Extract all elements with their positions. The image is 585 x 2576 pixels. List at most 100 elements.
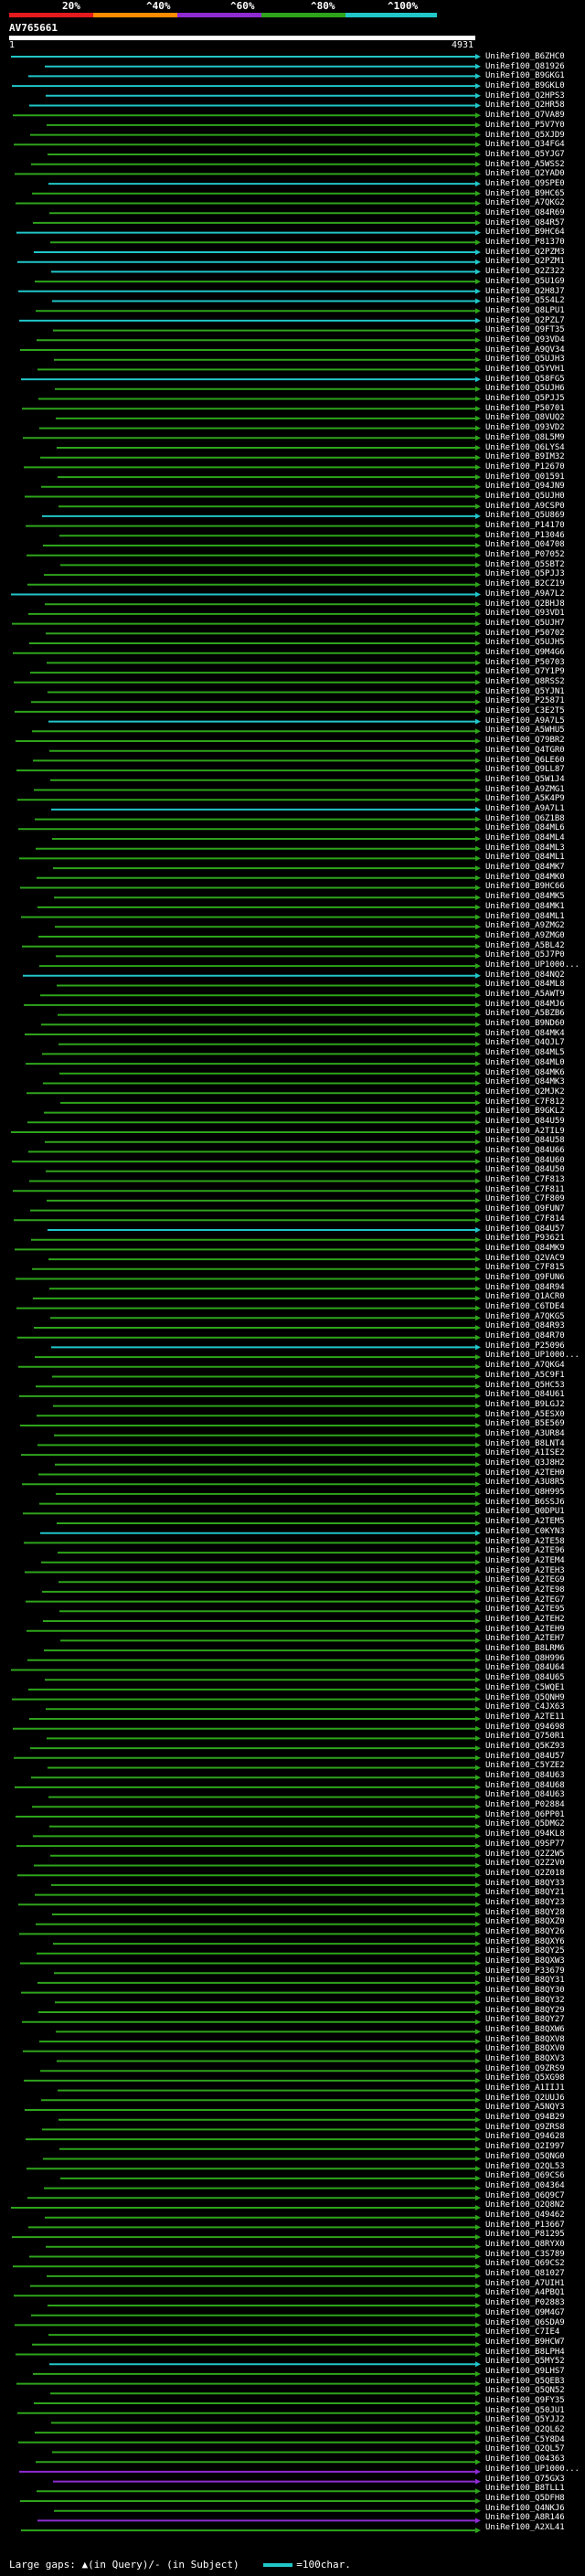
hit-label[interactable]: UniRef100_Q04708 (485, 540, 565, 550)
hit-label[interactable]: UniRef100_B9HC66 (485, 882, 565, 892)
hit-label[interactable]: UniRef100_A2TEG7 (485, 1595, 565, 1605)
hit-label[interactable]: UniRef100_A2TEM5 (485, 1517, 565, 1527)
hit-label[interactable]: UniRef100_A5NQY3 (485, 2103, 565, 2113)
hit-label[interactable]: UniRef100_Q93VD4 (485, 334, 565, 345)
hit-label[interactable]: UniRef100_Q94KL8 (485, 1829, 565, 1839)
hit-label[interactable]: UniRef100_Q84ML5 (485, 1048, 565, 1058)
hit-label[interactable]: UniRef100_C7F809 (485, 1194, 565, 1204)
hit-label[interactable]: UniRef100_Q6SDA9 (485, 2317, 565, 2327)
hit-label[interactable]: UniRef100_Q2QL57 (485, 2444, 565, 2454)
hit-label[interactable]: UniRef100_Q8RYX0 (485, 2240, 565, 2249)
hit-label[interactable]: UniRef100_C5WQE1 (485, 1682, 565, 1692)
hit-label[interactable]: UniRef100_Q94698 (485, 1722, 565, 1732)
hit-label[interactable]: UniRef100_A7QKG5 (485, 1311, 565, 1321)
hit-label[interactable]: UniRef100_Q4QJL7 (485, 1038, 565, 1048)
hit-label[interactable]: UniRef100_Q84ML0 (485, 1057, 565, 1067)
hit-label[interactable]: UniRef100_Q9LHS7 (485, 2366, 565, 2376)
hit-label[interactable]: UniRef100_B9HC65 (485, 188, 565, 198)
hit-label[interactable]: UniRef100_Q2QL53 (485, 2161, 565, 2171)
hit-label[interactable]: UniRef100_A1IIJ1 (485, 2083, 565, 2093)
hit-label[interactable]: UniRef100_Q2YAD0 (485, 169, 565, 179)
hit-label[interactable]: UniRef100_Q6LE60 (485, 755, 565, 765)
hit-label[interactable]: UniRef100_Q5DMG2 (485, 1819, 565, 1829)
hit-label[interactable]: UniRef100_P02884 (485, 1800, 565, 1810)
hit-label[interactable]: UniRef100_A9A7L5 (485, 716, 565, 726)
hit-label[interactable]: UniRef100_Q5W1J4 (485, 774, 565, 784)
hit-label[interactable]: UniRef100_Q5MY52 (485, 2357, 565, 2367)
hit-label[interactable]: UniRef100_Q5YJN1 (485, 686, 565, 696)
hit-label[interactable]: UniRef100_A5WHU5 (485, 726, 565, 736)
hit-label[interactable]: UniRef100_Q2Z2W5 (485, 1849, 565, 1859)
hit-label[interactable]: UniRef100_Q9LL87 (485, 765, 565, 775)
hit-label[interactable]: UniRef100_Q5SBT2 (485, 559, 565, 569)
hit-label[interactable]: UniRef100_A2XL41 (485, 2522, 565, 2532)
hit-label[interactable]: UniRef100_A1ISE2 (485, 1448, 565, 1458)
hit-label[interactable]: UniRef100_A7UIH1 (485, 2278, 565, 2288)
hit-label[interactable]: UniRef100_A9ZMG0 (485, 930, 565, 940)
hit-label[interactable]: UniRef100_B8TLL1 (485, 2484, 565, 2494)
hit-label[interactable]: UniRef100_Q75GX3 (485, 2474, 565, 2484)
hit-label[interactable]: UniRef100_P50701 (485, 403, 565, 413)
hit-label[interactable]: UniRef100_B8QXZ0 (485, 1917, 565, 1927)
hit-label[interactable]: UniRef100_Q84MK0 (485, 872, 565, 882)
hit-label[interactable]: UniRef100_Q84U68 (485, 1780, 565, 1790)
hit-label[interactable]: UniRef100_A2TE95 (485, 1605, 565, 1615)
hit-label[interactable]: UniRef100_B5E569 (485, 1419, 565, 1429)
hit-label[interactable]: UniRef100_Q79BR2 (485, 736, 565, 746)
hit-label[interactable]: UniRef100_Q81027 (485, 2269, 565, 2279)
hit-label[interactable]: UniRef100_A5ESX0 (485, 1409, 565, 1419)
hit-label[interactable]: UniRef100_Q0DPU1 (485, 1507, 565, 1517)
hit-label[interactable]: UniRef100_Q5DFH8 (485, 2493, 565, 2503)
hit-label[interactable]: UniRef100_A9A7L2 (485, 588, 565, 599)
hit-label[interactable]: UniRef100_C7F815 (485, 1263, 565, 1273)
hit-label[interactable]: UniRef100_A5AWT9 (485, 990, 565, 999)
hit-label[interactable]: UniRef100_A5WSS2 (485, 159, 565, 169)
hit-label[interactable]: UniRef100_P13667 (485, 2220, 565, 2230)
hit-label[interactable]: UniRef100_A9ZMG2 (485, 921, 565, 931)
hit-label[interactable]: UniRef100_Q84U57 (485, 1751, 565, 1761)
hit-label[interactable]: UniRef100_C7IE4 (485, 2327, 560, 2337)
hit-label[interactable]: UniRef100_Q84U57 (485, 1224, 565, 1234)
hit-label[interactable]: UniRef100_Q84R69 (485, 208, 565, 217)
hit-label[interactable]: UniRef100_Q1ACR0 (485, 1292, 565, 1302)
hit-label[interactable]: UniRef100_Q2PZM3 (485, 247, 565, 257)
hit-label[interactable]: UniRef100_P02883 (485, 2298, 565, 2308)
hit-label[interactable]: UniRef100_Q5UJH7 (485, 618, 565, 628)
hit-label[interactable]: UniRef100_A5C9F1 (485, 1370, 565, 1380)
hit-label[interactable]: UniRef100_Q81926 (485, 61, 565, 71)
hit-label[interactable]: UniRef100_Q9M4G6 (485, 647, 565, 657)
hit-label[interactable]: UniRef100_Q2HR58 (485, 101, 565, 111)
hit-label[interactable]: UniRef100_Q84U59 (485, 1116, 565, 1126)
hit-label[interactable]: UniRef100_Q49462 (485, 2210, 565, 2220)
hit-label[interactable]: UniRef100_Q5KZ93 (485, 1741, 565, 1751)
hit-label[interactable]: UniRef100_B9GKL0 (485, 81, 565, 91)
hit-label[interactable]: UniRef100_Q84NQ2 (485, 970, 565, 980)
hit-label[interactable]: UniRef100_C5Y8D4 (485, 2434, 565, 2444)
hit-label[interactable]: UniRef100_Q5PJJ5 (485, 394, 565, 404)
hit-label[interactable]: UniRef100_Q58FG5 (485, 374, 565, 384)
hit-label[interactable]: UniRef100_B8QXV3 (485, 2053, 565, 2063)
hit-label[interactable]: UniRef100_B8QY33 (485, 1878, 565, 1888)
hit-label[interactable]: UniRef100_Q84MK4 (485, 1028, 565, 1038)
hit-label[interactable]: UniRef100_Q2HPS3 (485, 90, 565, 101)
hit-label[interactable]: UniRef100_P13046 (485, 530, 565, 540)
hit-label[interactable]: UniRef100_Q84U63 (485, 1790, 565, 1800)
hit-label[interactable]: UniRef100_B9IM32 (485, 452, 565, 462)
hit-label[interactable]: UniRef100_B8QY28 (485, 1907, 565, 1917)
hit-label[interactable]: UniRef100_A7QKG4 (485, 1361, 565, 1371)
hit-label[interactable]: UniRef100_Q4NKJ6 (485, 2503, 565, 2513)
hit-label[interactable]: UniRef100_Q3J8H2 (485, 1458, 565, 1468)
hit-label[interactable]: UniRef100_Q6PP01 (485, 1809, 565, 1819)
hit-label[interactable]: UniRef100_Q5QNG0 (485, 2151, 565, 2161)
hit-label[interactable]: UniRef100_B8QY23 (485, 1897, 565, 1907)
hit-label[interactable]: UniRef100_Q2UUJ6 (485, 2093, 565, 2103)
hit-label[interactable]: UniRef100_Q5U1G9 (485, 276, 565, 286)
hit-label[interactable]: UniRef100_Q2I997 (485, 2142, 565, 2152)
hit-label[interactable]: UniRef100_B8QY21 (485, 1888, 565, 1898)
hit-label[interactable]: UniRef100_B6ZHC0 (485, 52, 565, 61)
hit-label[interactable]: UniRef100_B8QY29 (485, 2005, 565, 2015)
hit-label[interactable]: UniRef100_Q6LYS4 (485, 442, 565, 452)
hit-label[interactable]: UniRef100_Q93VD2 (485, 423, 565, 433)
hit-label[interactable]: UniRef100_Q9FUN6 (485, 1272, 565, 1282)
hit-label[interactable]: UniRef100_B9LGJ2 (485, 1399, 565, 1409)
